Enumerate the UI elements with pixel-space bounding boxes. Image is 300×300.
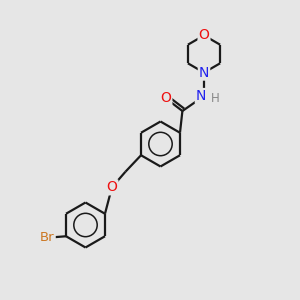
Text: N: N: [199, 66, 209, 80]
Text: Br: Br: [40, 231, 55, 244]
Text: N: N: [196, 89, 206, 103]
Text: O: O: [160, 92, 171, 105]
Text: O: O: [106, 180, 117, 194]
Text: O: O: [199, 28, 209, 42]
Text: H: H: [211, 92, 219, 105]
